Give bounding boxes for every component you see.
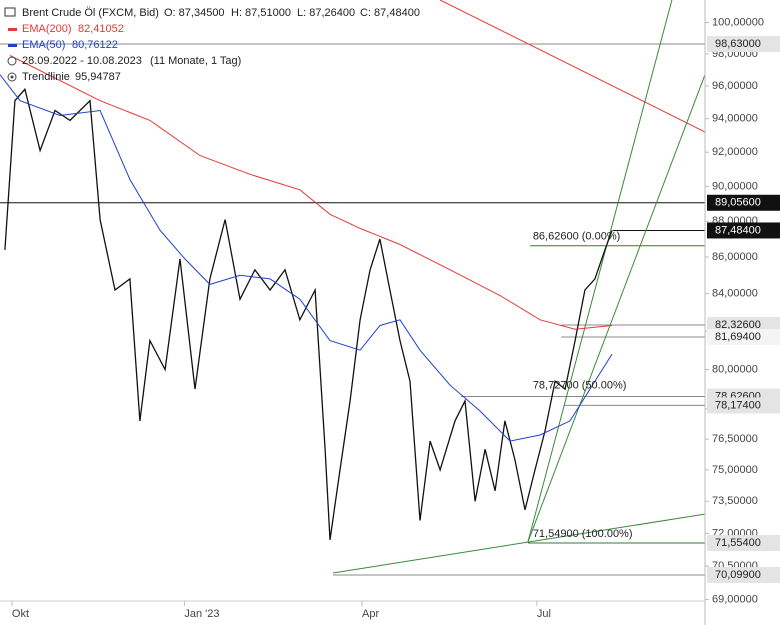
fib-label: 86,62600 (0.00%) bbox=[533, 231, 620, 243]
legend-swatch bbox=[8, 44, 17, 47]
price-box bbox=[707, 535, 780, 552]
price-box bbox=[707, 194, 780, 211]
y-tick-label: 92,00000 bbox=[712, 146, 758, 158]
instrument-name: Brent Crude Öl (FXCM, Bid) bbox=[22, 7, 159, 19]
price-box bbox=[707, 328, 780, 345]
price-label: 89,05600 bbox=[715, 197, 761, 209]
price-line bbox=[4, 87, 613, 540]
quote: H: 87,51000 bbox=[231, 7, 291, 19]
price-box bbox=[707, 35, 780, 52]
y-tick-label: 86,00000 bbox=[712, 251, 758, 263]
quote: C: 87,48400 bbox=[360, 7, 420, 19]
trend-line bbox=[527, 0, 673, 543]
y-tick-label: 84,00000 bbox=[712, 288, 758, 300]
price-label: 82,32600 bbox=[715, 319, 761, 331]
date-range: 28.09.2022 - 10.08.2023 bbox=[22, 55, 142, 67]
target-icon bbox=[10, 75, 14, 79]
y-tick-label: 69,00000 bbox=[712, 593, 758, 605]
y-tick-label: 90,00000 bbox=[712, 180, 758, 192]
ema-line bbox=[0, 74, 613, 442]
price-box bbox=[707, 397, 780, 414]
trend-line bbox=[527, 74, 705, 543]
legend: Brent Crude Öl (FXCM, Bid) O: 87,34500 H… bbox=[4, 7, 420, 83]
y-tick-label: 94,00000 bbox=[712, 113, 758, 125]
target-icon bbox=[7, 72, 17, 82]
legend-value: 80,76122 bbox=[72, 39, 118, 51]
quote: L: 87,26400 bbox=[297, 7, 355, 19]
price-box bbox=[707, 566, 780, 583]
trendline-value: 95,94787 bbox=[75, 71, 121, 83]
clock-icon bbox=[7, 56, 17, 66]
y-tick-label: 76,50000 bbox=[712, 433, 758, 445]
price-label: 81,69400 bbox=[715, 331, 761, 343]
price-label: 98,63000 bbox=[715, 38, 761, 50]
y-tick-label: 80,00000 bbox=[712, 363, 758, 375]
y-tick-label: 75,00000 bbox=[712, 464, 758, 476]
x-tick-label: Jan '23 bbox=[184, 608, 219, 620]
price-label: 70,09900 bbox=[715, 569, 761, 581]
x-tick-label: Jul bbox=[537, 608, 551, 620]
trend-line bbox=[332, 513, 705, 574]
price-label: 71,55400 bbox=[715, 537, 761, 549]
trend-line bbox=[439, 0, 705, 133]
duration: (11 Monate, 1 Tag) bbox=[150, 55, 241, 67]
price-label: 78,17400 bbox=[715, 399, 761, 411]
legend-label: EMA(200) bbox=[22, 23, 72, 35]
price-label: 87,48400 bbox=[715, 224, 761, 236]
price-box bbox=[707, 222, 780, 239]
legend-label: EMA(50) bbox=[22, 39, 65, 51]
y-tick-label: 73,50000 bbox=[712, 495, 758, 507]
chart-icon bbox=[4, 7, 16, 17]
trendline-name: Trendlinie bbox=[22, 71, 70, 83]
fib-label: 78,72700 (50.00%) bbox=[533, 379, 627, 391]
fib-label: 71,54900 (100.00%) bbox=[533, 528, 633, 540]
quote: O: 87,34500 bbox=[164, 7, 225, 19]
x-tick-label: Okt bbox=[12, 608, 29, 620]
x-tick-label: Apr bbox=[362, 608, 379, 620]
plot-layer bbox=[0, 0, 705, 576]
legend-swatch bbox=[8, 28, 17, 31]
overlay: 100,0000098,0000096,0000094,0000092,0000… bbox=[11, 16, 780, 620]
y-tick-label: 100,00000 bbox=[712, 16, 764, 28]
legend-value: 82,41052 bbox=[78, 23, 124, 35]
y-tick-label: 96,00000 bbox=[712, 80, 758, 92]
ema-line bbox=[9, 55, 613, 330]
